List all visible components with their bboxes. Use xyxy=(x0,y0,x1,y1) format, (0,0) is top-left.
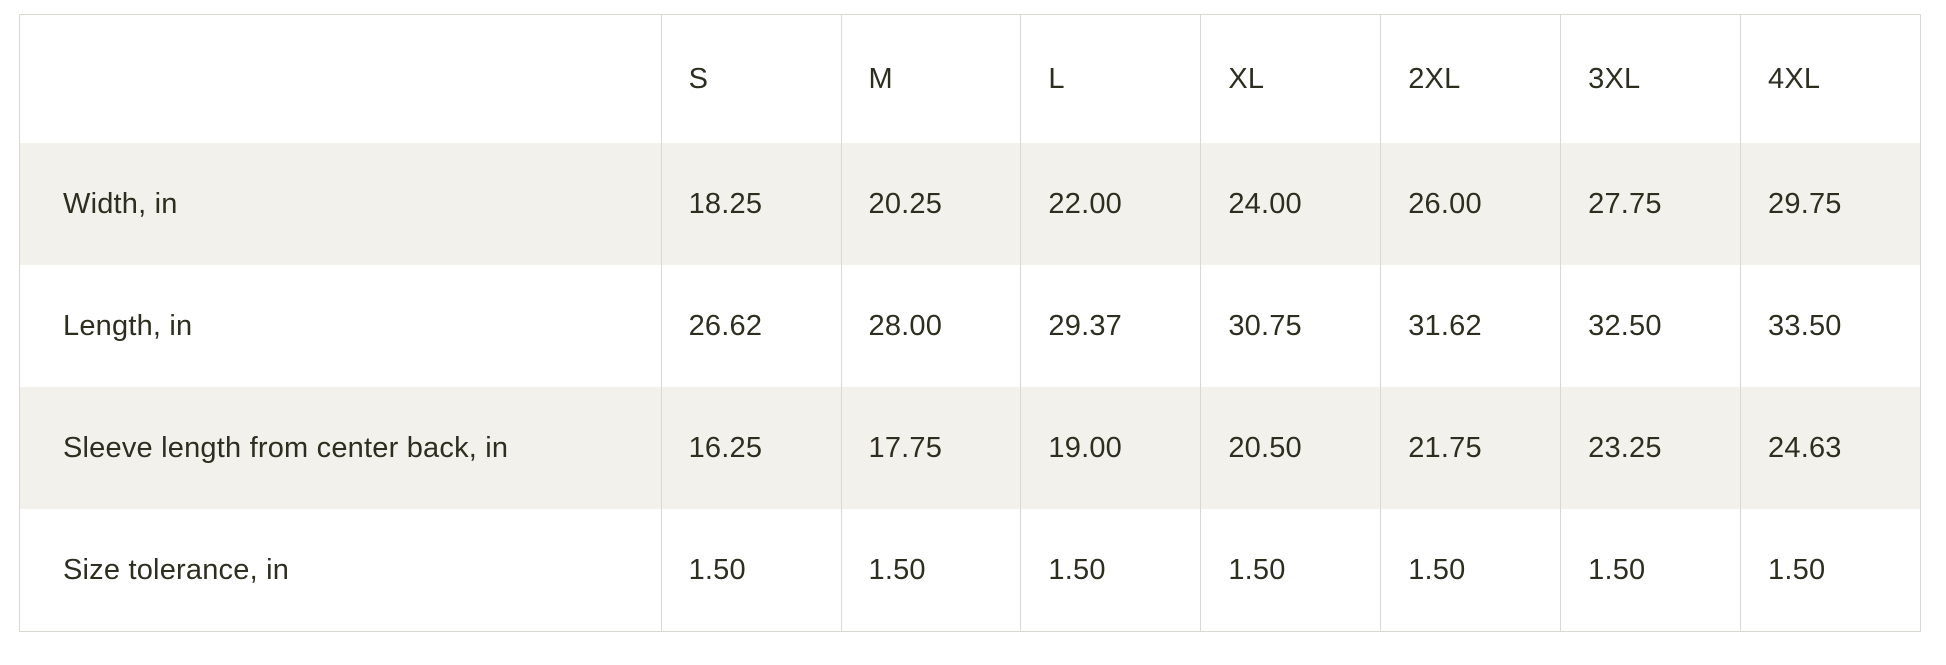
size-cell: 26.00 xyxy=(1380,143,1561,265)
column-header-s: S xyxy=(660,14,841,143)
size-cell: 19.00 xyxy=(1020,387,1201,509)
size-cell: 31.62 xyxy=(1380,265,1561,387)
size-cell: 26.62 xyxy=(660,265,841,387)
size-cell: 23.25 xyxy=(1560,387,1741,509)
size-cell: 17.75 xyxy=(840,387,1021,509)
size-cell: 27.75 xyxy=(1560,143,1741,265)
row-label: Sleeve length from center back, in xyxy=(63,431,509,464)
size-cell: 28.00 xyxy=(840,265,1021,387)
size-chart: S M L XL 2XL 3XL 4XL Width, in 18.25 20.… xyxy=(19,14,1921,632)
size-cell: 1.50 xyxy=(1020,509,1201,632)
row-label: Size tolerance, in xyxy=(63,553,290,586)
table-row-width: Width, in 18.25 20.25 22.00 24.00 26.00 … xyxy=(19,143,1921,265)
size-cell: 1.50 xyxy=(660,509,841,632)
column-header-m: M xyxy=(840,14,1021,143)
size-cell: 18.25 xyxy=(660,143,841,265)
size-cell: 29.75 xyxy=(1740,143,1921,265)
size-cell: 24.63 xyxy=(1740,387,1921,509)
size-cell: 16.25 xyxy=(660,387,841,509)
column-header-4xl: 4XL xyxy=(1740,14,1921,143)
size-cell: 24.00 xyxy=(1200,143,1381,265)
size-cell: 32.50 xyxy=(1560,265,1741,387)
column-header-3xl: 3XL xyxy=(1560,14,1741,143)
header-row: S M L XL 2XL 3XL 4XL xyxy=(19,14,1921,143)
column-header-l: L xyxy=(1020,14,1201,143)
row-label: Length, in xyxy=(63,309,193,342)
size-cell: 1.50 xyxy=(1560,509,1741,632)
row-label: Width, in xyxy=(63,187,178,220)
table-row-size-tolerance: Size tolerance, in 1.50 1.50 1.50 1.50 1… xyxy=(19,509,1921,632)
table-row-sleeve-length: Sleeve length from center back, in 16.25… xyxy=(19,387,1921,509)
size-cell: 22.00 xyxy=(1020,143,1201,265)
column-header-2xl: 2XL xyxy=(1380,14,1561,143)
header-empty-cell xyxy=(19,14,662,143)
size-chart-table: S M L XL 2XL 3XL 4XL Width, in 18.25 20.… xyxy=(19,14,1921,632)
size-cell: 20.50 xyxy=(1200,387,1381,509)
column-header-xl: XL xyxy=(1200,14,1381,143)
size-cell: 21.75 xyxy=(1380,387,1561,509)
size-cell: 33.50 xyxy=(1740,265,1921,387)
size-cell: 1.50 xyxy=(1740,509,1921,632)
size-cell: 1.50 xyxy=(840,509,1021,632)
size-cell: 1.50 xyxy=(1380,509,1561,632)
table-row-length: Length, in 26.62 28.00 29.37 30.75 31.62… xyxy=(19,265,1921,387)
size-cell: 20.25 xyxy=(840,143,1021,265)
size-cell: 1.50 xyxy=(1200,509,1381,632)
size-cell: 30.75 xyxy=(1200,265,1381,387)
size-cell: 29.37 xyxy=(1020,265,1201,387)
